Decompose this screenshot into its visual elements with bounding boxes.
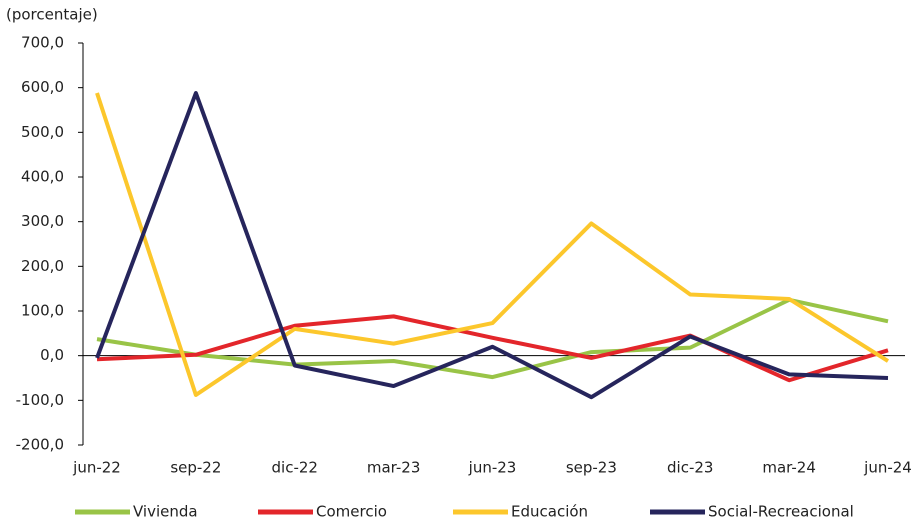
legend-label: Vivienda [133,503,198,521]
legend-label: Comercio [316,503,387,521]
y-axis-label: (porcentaje) [6,6,98,24]
x-tick-label: jun-23 [468,459,517,477]
x-tick-label: mar-24 [762,459,816,477]
x-tick-label: mar-23 [367,459,421,477]
series-line [96,297,889,380]
legend-label: Social-Recreacional [708,503,854,521]
y-tick-label: 200,0 [21,257,64,275]
y-tick-label: 300,0 [21,212,64,230]
legend-label: Educación [511,503,588,521]
x-tick-label: jun-22 [72,459,121,477]
x-tick-label: sep-22 [170,459,221,477]
y-tick-label: -200,0 [16,436,64,454]
series-line [95,92,890,397]
x-tick-label: dic-22 [272,459,318,477]
series-line [96,314,889,383]
y-tick-label: 700,0 [21,34,64,52]
series-line [95,91,889,400]
y-tick-label: -100,0 [16,391,64,409]
y-tick-label: 100,0 [21,302,64,320]
x-tick-label: sep-23 [566,459,617,477]
y-tick-label: 600,0 [21,78,64,96]
y-tick-label: 500,0 [21,123,64,141]
y-tick-label: 0,0 [40,346,64,364]
x-tick-label: jun-24 [863,459,912,477]
x-tick-label: dic-23 [667,459,713,477]
y-tick-label: 400,0 [21,168,64,186]
